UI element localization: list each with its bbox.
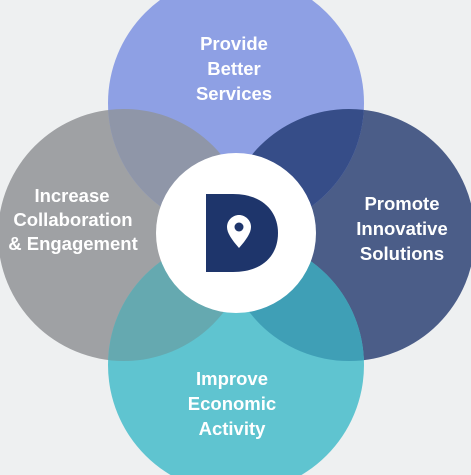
- label-line: Collaboration: [13, 209, 132, 230]
- overlap-right-bottom: [223, 237, 364, 361]
- label-increase-collaboration: Increase Collaboration & Engagement: [8, 185, 138, 254]
- label-line: Activity: [199, 418, 267, 439]
- label-promote-innovative-solutions: Promote Innovative Solutions: [356, 193, 448, 264]
- overlap-left-bottom: [108, 237, 250, 361]
- label-line: Increase: [34, 185, 109, 206]
- logo-d: [206, 194, 278, 272]
- label-line: & Engagement: [8, 233, 138, 254]
- location-pin-dot: [234, 222, 244, 232]
- label-line: Services: [196, 83, 272, 104]
- label-line: Innovative: [356, 218, 448, 239]
- label-line: Economic: [188, 393, 276, 414]
- label-provide-better-services: Provide Better Services: [196, 33, 272, 104]
- location-pin-icon: [227, 215, 251, 248]
- label-line: Promote: [364, 193, 439, 214]
- label-line: Provide: [200, 33, 268, 54]
- label-improve-economic-activity: Improve Economic Activity: [188, 368, 276, 439]
- label-line: Solutions: [360, 243, 444, 264]
- label-line: Improve: [196, 368, 268, 389]
- label-line: Better: [207, 58, 260, 79]
